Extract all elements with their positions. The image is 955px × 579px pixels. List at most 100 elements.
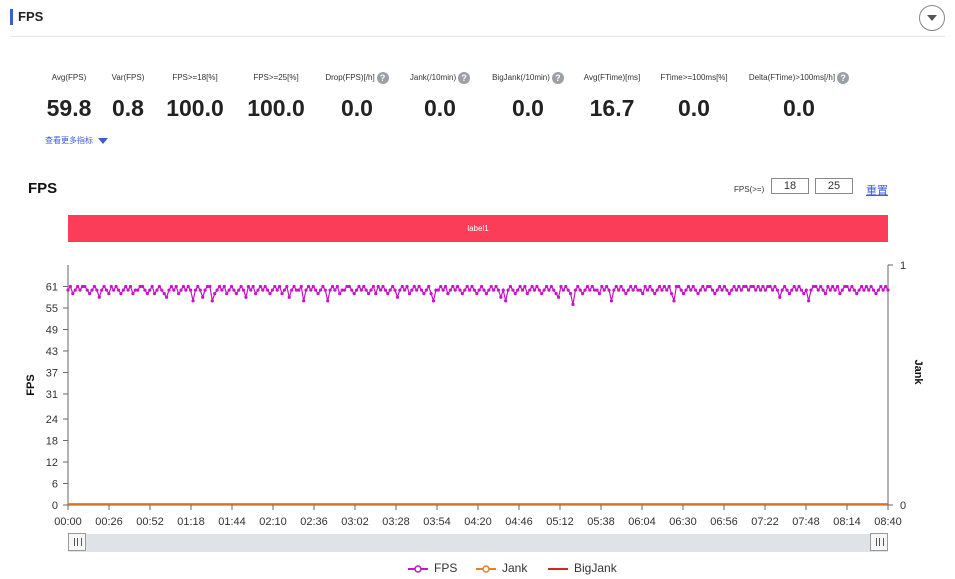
fps-data-point <box>90 288 94 292</box>
fps-data-point <box>76 284 80 289</box>
fps-data-point <box>722 284 727 289</box>
metric-label-text: FTime>=100ms[%] <box>660 73 728 82</box>
chart-legend: FPS Jank BigJank <box>0 561 955 577</box>
fps-data-point <box>826 284 830 289</box>
label-band-text: label1 <box>467 224 489 233</box>
fps-data-point <box>448 288 452 292</box>
fps-data-point <box>160 288 164 292</box>
fps-data-point <box>427 284 431 289</box>
help-icon[interactable]: ? <box>376 71 389 84</box>
collapse-button[interactable] <box>919 5 945 31</box>
legend-item-jank[interactable]: Jank <box>476 561 527 575</box>
fps-data-point <box>364 288 368 292</box>
fps-data-point <box>119 292 123 296</box>
metric-label-text: Avg(FPS) <box>51 73 87 82</box>
x-tick-label: 03:54 <box>423 516 451 528</box>
fps-data-point <box>614 284 618 289</box>
zoom-slider[interactable] <box>68 533 888 552</box>
fps-data-point <box>701 284 705 289</box>
chevron-down-icon <box>927 15 937 21</box>
metric-value: 0.0 <box>512 95 544 121</box>
legend-item-fps[interactable]: FPS <box>408 561 457 575</box>
x-tick-label: 00:26 <box>95 516 123 528</box>
fps-data-point <box>463 288 467 292</box>
fps-data-point <box>465 284 469 289</box>
fps-data-point <box>68 284 72 289</box>
fps-data-point <box>128 284 133 289</box>
help-icon[interactable]: ? <box>837 71 850 84</box>
fps-data-point <box>304 288 308 292</box>
fps-data-point <box>819 284 823 289</box>
fps-data-point <box>316 292 320 296</box>
zoom-slider-left-handle[interactable] <box>68 533 86 551</box>
y-tick-label: 37 <box>46 367 58 379</box>
legend-item-bigjank[interactable]: BigJank <box>548 561 617 575</box>
y-axis-title: FPS <box>25 374 37 395</box>
fps-data-point <box>80 284 85 289</box>
reset-link[interactable]: 重置 <box>866 185 888 197</box>
fps-data-point <box>345 284 349 289</box>
fps-data-point <box>734 288 739 292</box>
fps-data-point <box>758 288 763 292</box>
y-tick-label: 55 <box>46 303 58 315</box>
fps-data-point <box>85 288 89 292</box>
fps-data-point <box>220 288 224 292</box>
fps-data-point <box>138 284 142 289</box>
legend-fps-marker-icon <box>408 565 428 573</box>
fps-data-point <box>167 288 171 292</box>
metric-label: BigJank(/10min)? <box>468 70 588 86</box>
fps-data-point <box>480 284 484 289</box>
fps-data-point <box>244 295 248 299</box>
fps-data-point <box>302 299 306 303</box>
fps-data-point <box>217 284 222 289</box>
fps-data-point <box>657 284 662 289</box>
fps-data-point <box>162 292 166 296</box>
fps-data-point <box>612 288 616 292</box>
metric-label-text: Avg(FTime)[ms] <box>583 73 641 82</box>
zoom-slider-right-handle[interactable] <box>870 533 888 551</box>
fps-data-point <box>746 288 751 292</box>
metric-label-text: FPS>=25[%] <box>253 73 299 82</box>
fps-data-point <box>590 284 594 289</box>
x-tick-label: 08:40 <box>874 516 902 528</box>
fps-data-point <box>785 288 789 292</box>
fps-data-point <box>131 292 135 296</box>
x-tick-label: 03:02 <box>341 516 369 528</box>
fps-data-point <box>636 288 640 292</box>
fps-data-point <box>540 292 544 296</box>
fps-data-point <box>95 288 99 292</box>
fps-data-point <box>816 288 820 292</box>
fps-data-point <box>573 288 577 292</box>
fps-data-point <box>297 288 301 292</box>
fps-data-point <box>451 284 455 289</box>
fps-data-point <box>381 284 385 289</box>
fps-data-point <box>823 292 828 296</box>
metric-value: 59.8 <box>46 95 92 121</box>
fps-threshold-input-2[interactable] <box>815 178 853 194</box>
fps-data-point <box>472 288 476 292</box>
fps-data-point <box>874 292 878 296</box>
help-icon[interactable]: ? <box>551 71 564 84</box>
fps-data-point <box>419 288 424 292</box>
fps-data-point <box>179 288 183 292</box>
fps-threshold-input-1[interactable] <box>771 178 809 194</box>
fps-data-point <box>766 284 770 289</box>
caret-down-icon <box>98 137 109 144</box>
fps-data-point <box>504 299 508 303</box>
fps-data-point <box>443 284 448 289</box>
fps-data-point <box>71 292 75 296</box>
fps-data-point <box>879 284 883 289</box>
metric-label: Var(FPS) <box>68 70 188 86</box>
metric-9: Delta(FTime)>100ms[/h]? 0.0 <box>739 70 859 122</box>
fps-data-point <box>742 284 746 289</box>
fps-data-point <box>593 288 597 292</box>
fps-data-point <box>682 292 686 296</box>
help-icon[interactable]: ? <box>458 71 471 84</box>
fps-data-point <box>780 288 784 292</box>
section-title: FPS <box>18 9 44 24</box>
more-metrics-link[interactable]: 查看更多指标 <box>45 135 109 146</box>
fps-data-point <box>727 292 731 296</box>
fps-data-point <box>362 284 366 289</box>
fps-data-point <box>203 288 207 292</box>
fps-data-point <box>150 284 154 289</box>
